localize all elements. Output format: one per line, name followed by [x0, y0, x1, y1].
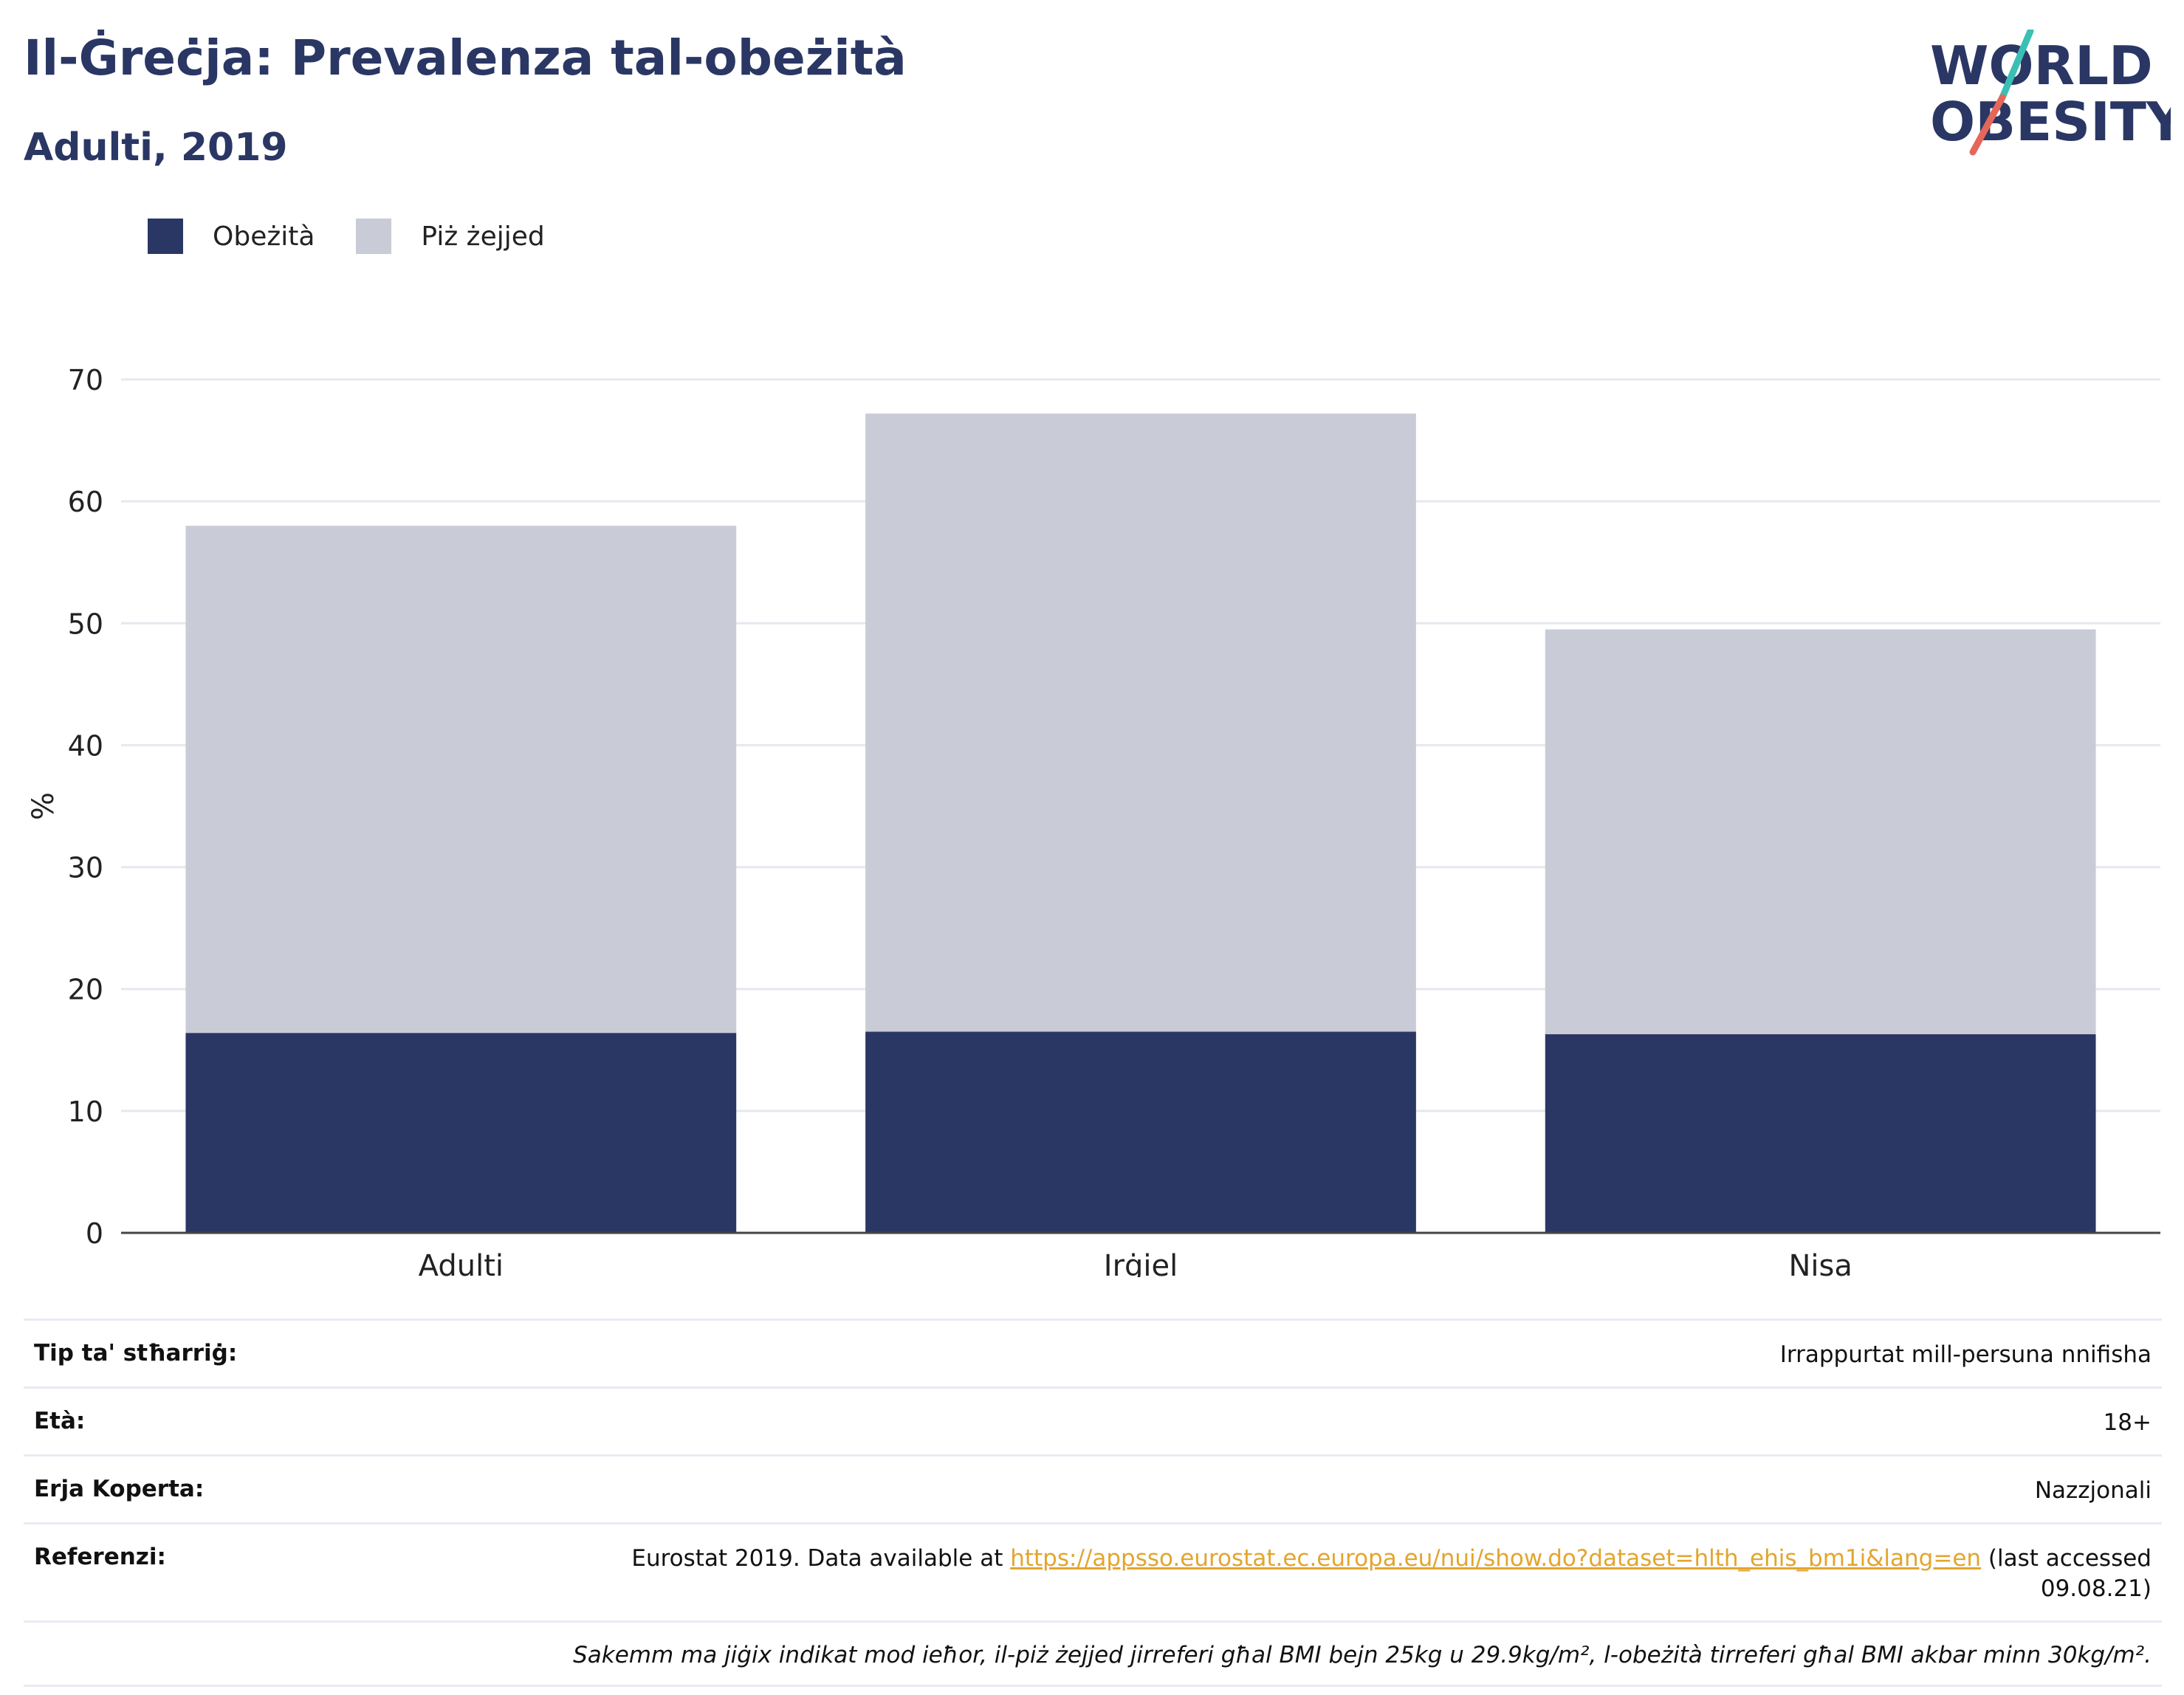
footnote: Sakemm ma jiġix indikat mod ieħor, il-pi… — [573, 1641, 2152, 1668]
info-value: Irrappurtat mill-persuna nnifisha — [1779, 1341, 2152, 1368]
bar-obesity — [1545, 1034, 2096, 1233]
y-tick-label: 60 — [68, 486, 103, 518]
info-label: Erja Koperta: — [34, 1475, 205, 1502]
stacked-bar-chart: 0 10 20 30 40 50 60 70% Adulti Irġiel Nisa — [27, 364, 2160, 1277]
info-row-age: Età: 18+ — [24, 1386, 2162, 1454]
bar-overweight — [865, 413, 1416, 1032]
info-label: Età: — [34, 1407, 86, 1434]
y-tick-label: 20 — [68, 974, 103, 1006]
info-row-coverage: Erja Koperta: Nazzjonali — [24, 1454, 2162, 1522]
y-tick-label: 40 — [68, 729, 103, 762]
legend-swatch-obesity — [148, 219, 183, 254]
chart-subtitle: Adulti, 2019 — [24, 126, 288, 170]
y-tick-label: 70 — [68, 364, 103, 396]
y-tick-label: 0 — [86, 1217, 103, 1250]
y-tick-label: 30 — [68, 852, 103, 884]
info-row-references: Referenzi: Eurostat 2019. Data available… — [24, 1522, 2162, 1620]
bar-overweight — [1545, 629, 2096, 1034]
info-value: Eurostat 2019. Data available at https:/… — [601, 1544, 2152, 1604]
logo-slash-top — [1999, 30, 2034, 101]
logo-line-world: WORLD — [1930, 35, 2153, 97]
y-axis-label: % — [27, 792, 61, 820]
x-tick-label: Irġiel — [1104, 1249, 1178, 1277]
info-row-survey-type: Tip ta' stħarriġ: Irrappurtat mill-persu… — [24, 1318, 2162, 1386]
info-row-note: Sakemm ma jiġix indikat mod ieħor, il-pi… — [24, 1620, 2162, 1687]
legend-label-overweight: Piż żejjed — [421, 221, 545, 252]
info-label: Referenzi: — [34, 1543, 166, 1570]
logo-line-obesity: OBESITY — [1930, 91, 2171, 153]
world-obesity-logo: WORLD OBESITY — [1930, 30, 2171, 156]
legend-item-overweight[interactable]: Piż żejjed — [356, 219, 545, 254]
legend-swatch-overweight — [356, 219, 392, 254]
info-value: Nazzjonali — [2034, 1476, 2152, 1504]
chart-title: Il-Ġreċja: Prevalenza tal-obeżità — [24, 30, 907, 86]
x-tick-label: Adulti — [419, 1249, 504, 1277]
info-value: 18+ — [2103, 1409, 2152, 1436]
y-tick-label: 50 — [68, 608, 103, 640]
y-tick-label: 10 — [68, 1096, 103, 1128]
bar-obesity — [865, 1031, 1416, 1233]
info-label: Tip ta' stħarriġ: — [34, 1340, 238, 1366]
legend: Obeżità Piż żejjed — [148, 219, 586, 254]
legend-item-obesity[interactable]: Obeżità — [148, 219, 315, 254]
legend-label-obesity: Obeżità — [213, 221, 315, 252]
reference-prefix: Eurostat 2019. Data available at — [631, 1544, 1011, 1572]
bar-obesity — [185, 1033, 737, 1233]
bar-overweight — [185, 526, 737, 1034]
info-table: Tip ta' stħarriġ: Irrappurtat mill-persu… — [24, 1318, 2162, 1687]
x-tick-label: Nisa — [1788, 1249, 1852, 1277]
reference-suffix: (last accessed 09.08.21) — [1981, 1544, 2152, 1602]
logo-slash-bottom — [1969, 94, 2006, 156]
reference-link[interactable]: https://appsso.eurostat.ec.europa.eu/nui… — [1010, 1544, 1982, 1572]
